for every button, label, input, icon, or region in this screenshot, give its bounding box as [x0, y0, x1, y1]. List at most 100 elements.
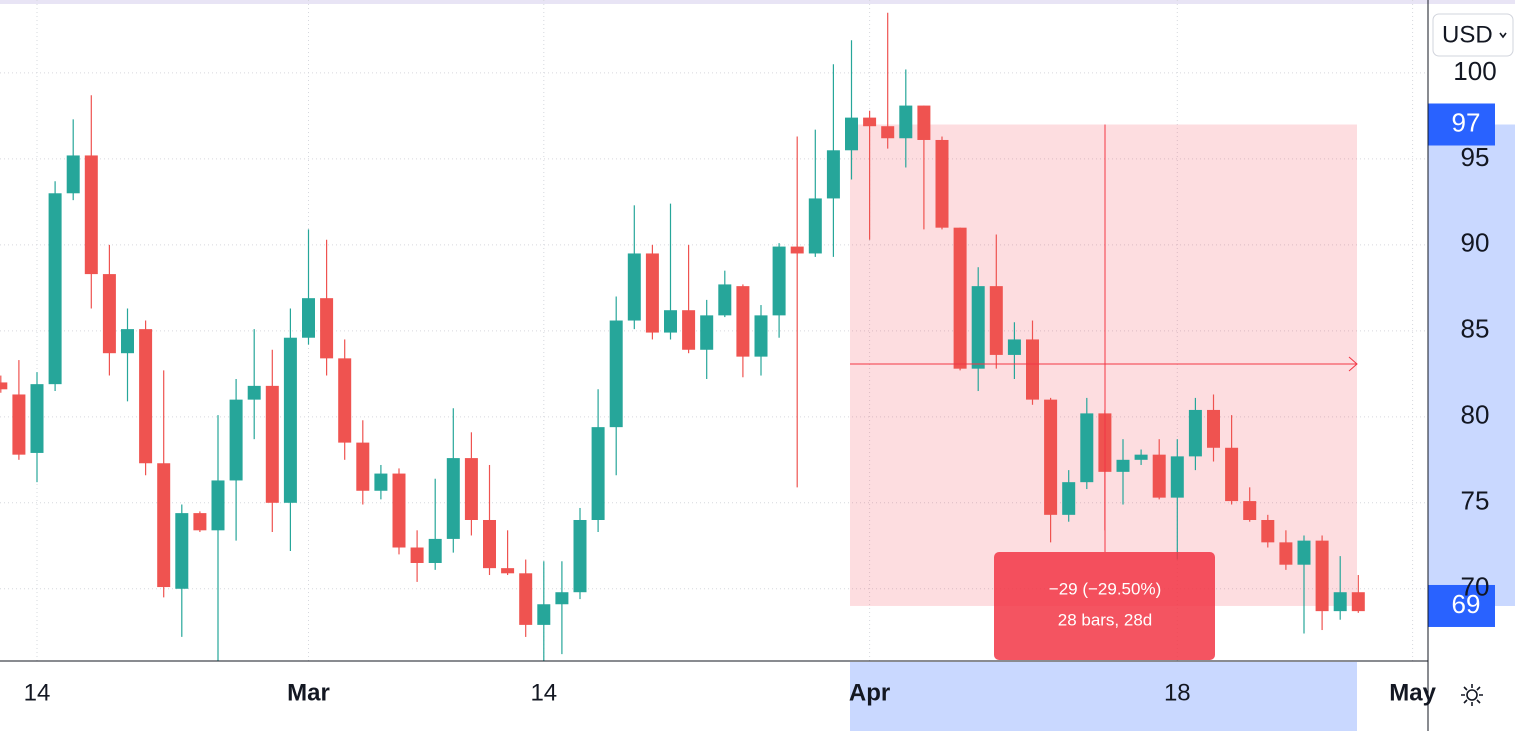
time-axis-highlight	[850, 662, 1357, 731]
candle-body	[664, 310, 677, 333]
x-tick-label: Mar	[287, 679, 330, 706]
candle-body	[845, 117, 858, 151]
candle-body	[1116, 459, 1130, 472]
price-marker-box	[1428, 103, 1495, 146]
price-marker-label: 97	[1452, 107, 1481, 137]
settings-icon-rays[interactable]	[1461, 684, 1483, 706]
candle-body	[175, 513, 189, 589]
candle-body	[573, 519, 587, 593]
candle-body	[1062, 482, 1076, 515]
candle-body	[1297, 540, 1311, 565]
candle-body	[193, 513, 207, 531]
settings-icon-core[interactable]	[1466, 689, 1478, 701]
candle-body	[157, 463, 171, 588]
candle-body	[501, 568, 515, 574]
candle-body	[953, 227, 967, 369]
settings-icon[interactable]	[1461, 684, 1483, 706]
candle-body	[1261, 519, 1275, 543]
candle-body	[12, 394, 26, 455]
price-marker-label: 69	[1452, 589, 1481, 619]
candle-body	[265, 385, 279, 503]
candle-body	[1279, 542, 1293, 565]
candle-body	[302, 298, 315, 338]
candle-body	[247, 385, 261, 400]
price-axis-highlight	[1428, 124, 1515, 606]
candle-body	[899, 105, 913, 139]
candle-body	[537, 604, 551, 625]
candle-body	[971, 286, 985, 369]
candle-body	[483, 519, 496, 569]
candle-body	[392, 473, 406, 548]
candle-body	[718, 284, 732, 316]
measure-span: 28 bars, 28d	[1058, 610, 1153, 629]
y-tick-label: 95	[1461, 142, 1490, 172]
candle-body	[66, 155, 80, 194]
x-tick-label: 18	[1164, 679, 1191, 706]
candle-body	[1225, 447, 1239, 502]
candle-body	[283, 337, 297, 503]
candle-body	[682, 310, 696, 350]
currency-label[interactable]: USD	[1442, 21, 1493, 48]
candle-body	[211, 480, 225, 531]
candle-body	[989, 286, 1003, 355]
measure-range	[850, 124, 1357, 606]
top-border	[0, 0, 1515, 4]
candle-body	[464, 458, 478, 520]
y-tick-label: 100	[1453, 56, 1496, 86]
candle-body	[428, 538, 442, 563]
candle-body	[374, 473, 388, 491]
candle-body	[881, 126, 895, 139]
candle-body	[338, 358, 352, 443]
candle-body	[121, 329, 134, 354]
y-tick-label: 70	[1461, 572, 1490, 602]
x-tick-label: May	[1389, 679, 1436, 706]
y-tick-label: 75	[1461, 486, 1490, 516]
candle-body	[863, 117, 877, 127]
candle-body	[356, 442, 370, 491]
candle-body	[1333, 592, 1347, 612]
candle-body	[410, 547, 424, 563]
x-tick-label: Apr	[849, 679, 890, 706]
candle-body	[935, 139, 949, 228]
candle-body	[102, 274, 116, 354]
candle-body	[1152, 454, 1166, 498]
candle-body	[1207, 409, 1220, 448]
candle-body	[0, 382, 8, 390]
candle-body	[48, 193, 62, 385]
candle-body	[754, 315, 768, 357]
measure-label-box	[994, 552, 1215, 660]
candle-body	[700, 315, 714, 350]
candle-body	[320, 298, 334, 359]
currency-box[interactable]	[1432, 13, 1514, 57]
candle-body	[1044, 399, 1058, 515]
candle-body	[808, 198, 822, 254]
candle-body	[84, 155, 98, 275]
currency-caret[interactable]	[1499, 32, 1507, 39]
candle-body	[609, 320, 623, 428]
candle-body	[772, 246, 786, 316]
candle-body	[446, 458, 460, 539]
price-marker-box	[1428, 584, 1495, 627]
candle-body	[917, 105, 931, 140]
candle-body	[627, 253, 641, 321]
candle-body	[645, 253, 659, 333]
candle-body	[1007, 339, 1021, 355]
candle-body	[1315, 540, 1329, 612]
candle-body	[1170, 456, 1184, 498]
currency-button[interactable]: USD	[1432, 13, 1514, 57]
y-tick-label: 90	[1461, 228, 1490, 258]
candle-body	[1026, 339, 1039, 400]
candle-body	[1188, 409, 1202, 457]
y-tick-label: 85	[1461, 314, 1490, 344]
x-tick-label: 14	[530, 679, 557, 706]
candle-body	[1243, 501, 1257, 520]
measure-change: −29 (−29.50%)	[1049, 579, 1161, 598]
candle-body	[1080, 413, 1094, 483]
y-tick-label: 80	[1461, 400, 1490, 430]
candle-body	[229, 399, 243, 481]
x-tick-label: 14	[24, 679, 51, 706]
candle-body	[591, 427, 605, 520]
candle-body	[736, 286, 750, 357]
